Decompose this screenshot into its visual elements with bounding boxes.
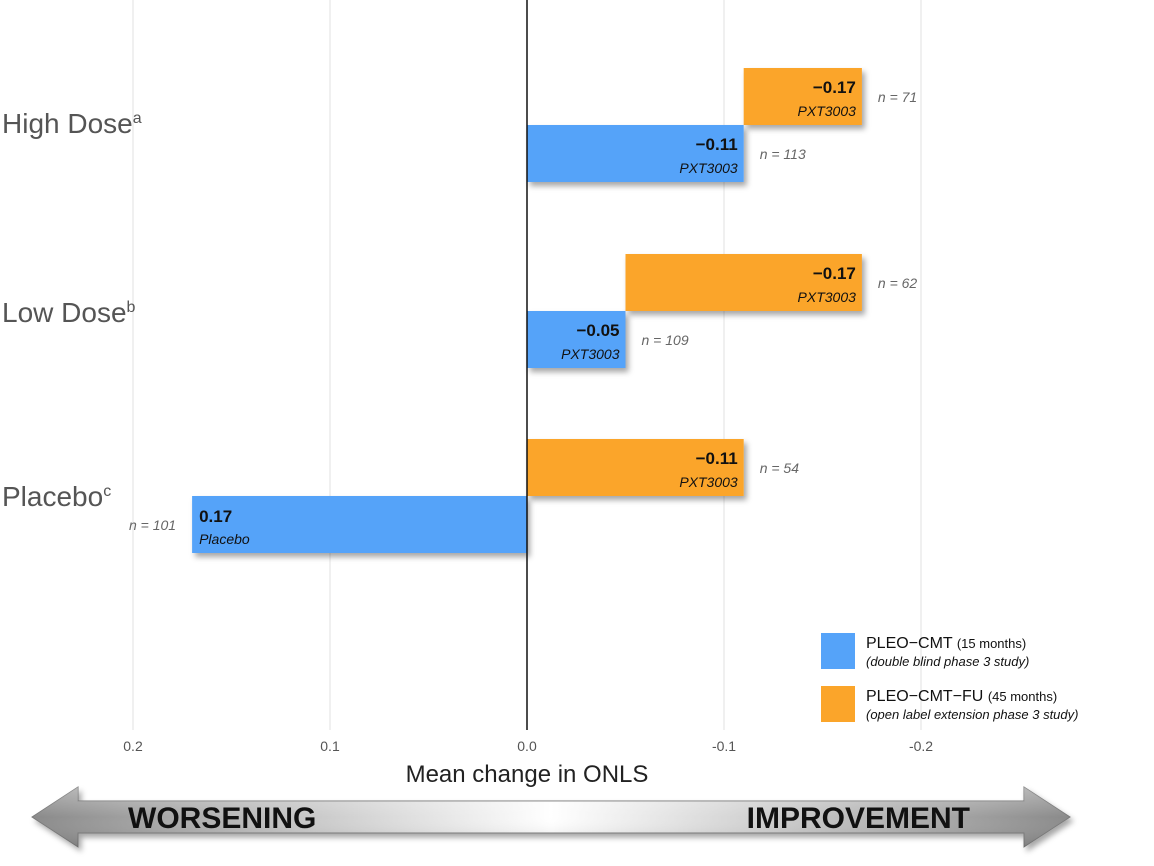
bar-n-label: n = 71 [878,89,917,105]
category-label: High Dosea [2,108,142,139]
x-tick-label: -0.2 [909,738,933,754]
legend-entry-description: (open label extension phase 3 study) [866,707,1078,722]
bar-n-label: n = 62 [878,275,918,291]
bar-treatment-label: PXT3003 [679,160,738,176]
legend-entry-name: PLEO−CMT−FU (45 months) [866,688,1057,705]
bar-n-label: n = 101 [129,517,176,533]
bar-treatment-label: PXT3003 [561,346,620,362]
legend-swatch-pleo-cmt [821,633,855,669]
direction-arrow-highlight [32,787,1070,847]
bar-treatment-label: PXT3003 [798,289,857,305]
bar-n-label: n = 113 [760,146,806,162]
bar-value-label: −0.17 [813,78,856,97]
bar-pleo-cmt [527,311,626,368]
legend-entry-description: (double blind phase 3 study) [866,654,1029,669]
x-tick-label: -0.1 [712,738,736,754]
bar-value-label: 0.17 [199,507,232,526]
improvement-label: IMPROVEMENT [747,802,970,835]
bar-value-label: −0.05 [576,321,619,340]
bar-n-label: n = 109 [642,332,689,348]
x-tick-label: 0.2 [123,738,143,754]
legend-swatch-pleo-cmt-fu [821,686,855,722]
bar-value-label: −0.11 [696,135,738,154]
category-label: Low Doseb [2,297,136,328]
bar-pleo-cmt-fu [527,439,744,496]
bar-pleo-cmt [527,125,744,182]
category-label: Placeboc [2,481,111,512]
bar-value-label: −0.11 [696,449,738,468]
bar-treatment-label: PXT3003 [679,474,738,490]
bar-treatment-label: Placebo [199,531,250,547]
x-tick-label: 0.0 [517,738,537,754]
bar-pleo-cmt-fu [625,254,862,311]
bar-pleo-cmt [192,496,527,553]
x-axis-label: Mean change in ONLS [406,761,649,788]
bar-n-label: n = 54 [760,460,800,476]
legend-entry-name: PLEO−CMT (15 months) [866,635,1026,652]
bar-pleo-cmt-fu [743,68,862,125]
x-tick-label: 0.1 [320,738,340,754]
bar-value-label: −0.17 [813,264,856,283]
bar-treatment-label: PXT3003 [798,103,857,119]
worsening-label: WORSENING [128,802,316,835]
